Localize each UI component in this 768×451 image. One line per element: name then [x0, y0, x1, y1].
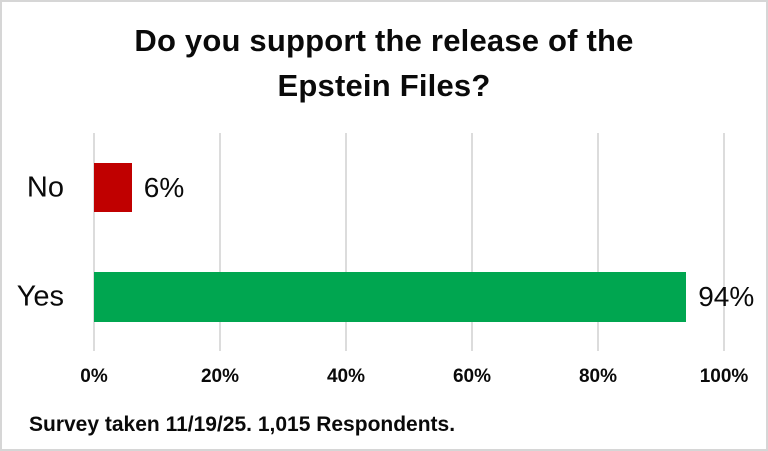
plot-area: 6% 94%: [93, 133, 754, 351]
x-tick-label-40%: 40%: [326, 366, 366, 387]
value-label-yes: 94%: [698, 281, 755, 312]
gridline-100%: [723, 133, 725, 351]
bar-yes: [94, 272, 687, 322]
chart-title-line-2: Epstein Files?: [277, 68, 491, 103]
gridline-0%: [93, 133, 95, 351]
value-label-no: 6%: [143, 171, 185, 203]
gridline-40%: [345, 133, 347, 351]
x-tick-label-80%: 80%: [578, 366, 618, 387]
x-tick-label-0%: 0%: [80, 366, 108, 387]
chart-title: Do you support the release of the Epstei…: [2, 18, 766, 108]
bar-no: [94, 163, 132, 212]
gridline-20%: [219, 133, 221, 351]
x-tick-label-20%: 20%: [200, 366, 240, 387]
chart-title-line-1: Do you support the release of the: [134, 23, 634, 58]
category-label-no: No: [26, 171, 64, 203]
x-tick-label-100%: 100%: [699, 366, 749, 387]
gridline-60%: [471, 133, 473, 351]
category-label-yes: Yes: [16, 280, 64, 313]
footnote: Survey taken 11/19/25. 1,015 Respondents…: [29, 413, 456, 436]
x-tick-label-60%: 60%: [452, 366, 492, 387]
gridline-80%: [597, 133, 599, 351]
